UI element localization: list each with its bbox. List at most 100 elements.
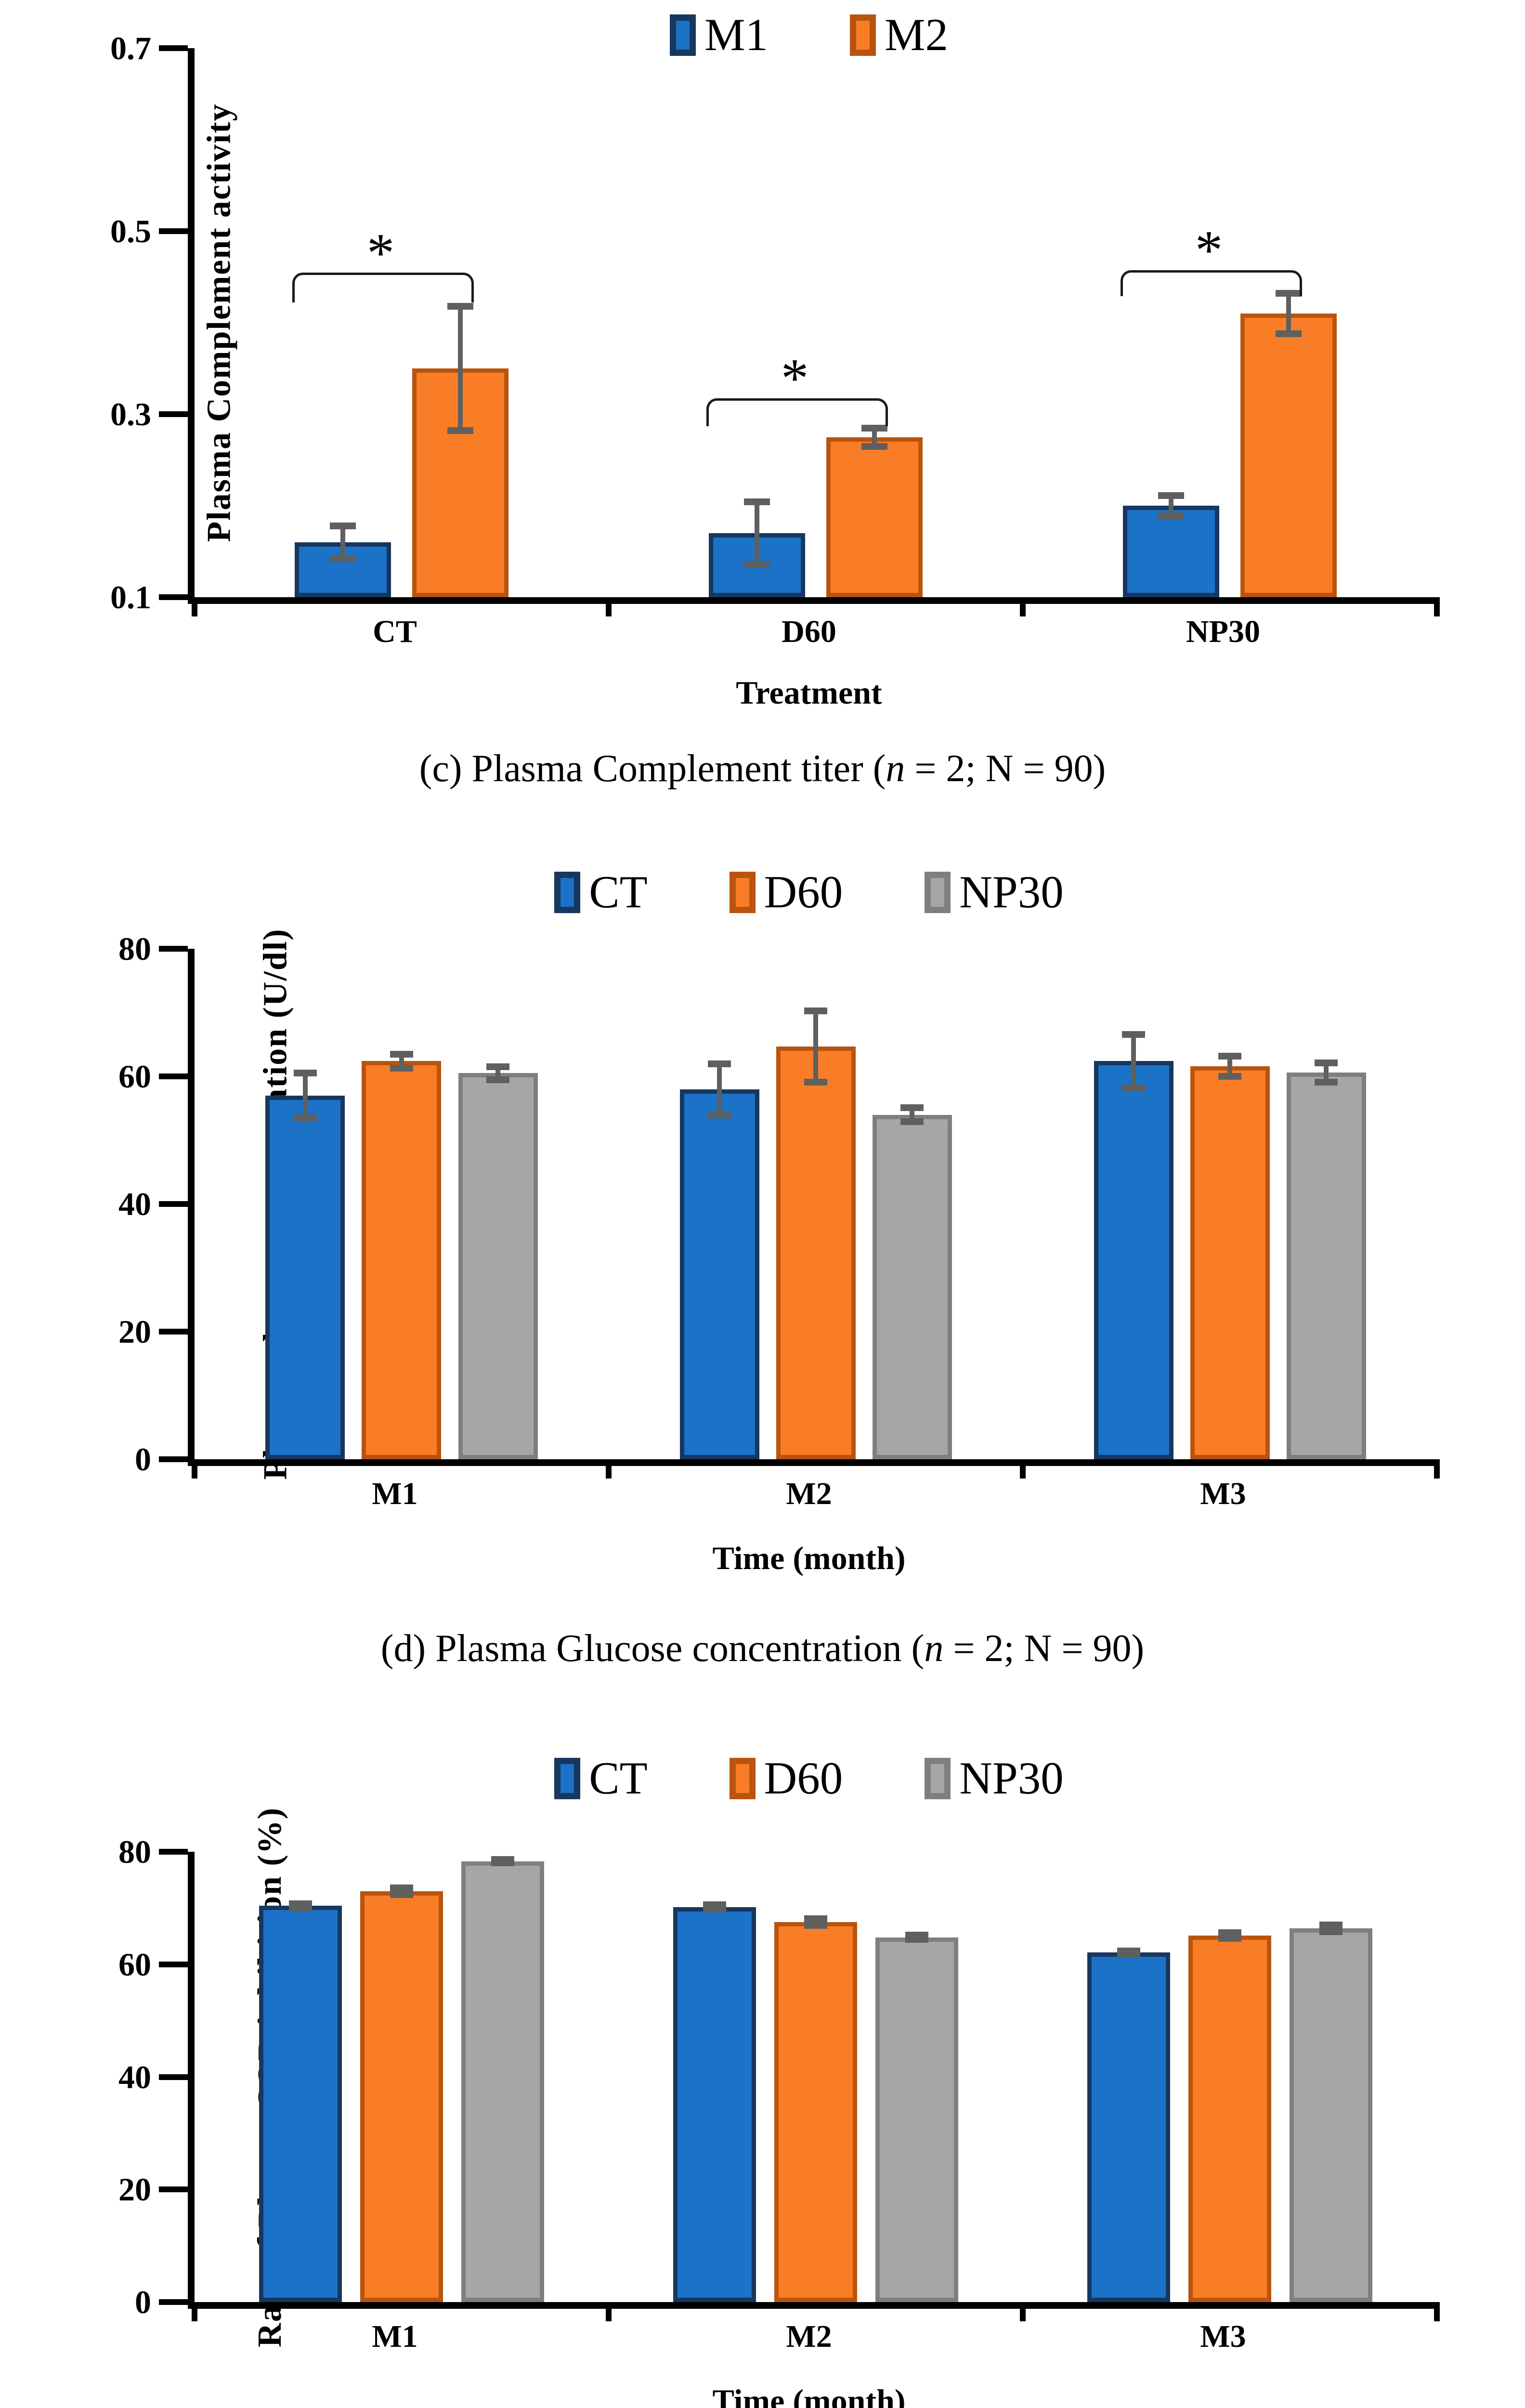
error-bar-cap xyxy=(1319,1928,1343,1935)
legend-swatch-NP30 xyxy=(925,871,951,913)
x-axis-title: Time (month) xyxy=(712,1540,906,1576)
significance-bracket xyxy=(706,398,888,426)
error-bar-cap xyxy=(329,555,356,563)
category-row: M1 M2 M3 xyxy=(188,1475,1430,1518)
x-tick xyxy=(1019,2302,1026,2321)
figure-caption: (d) Plasma Glucose concentration (n = 2;… xyxy=(0,1625,1525,1672)
bar-NP30-M1 xyxy=(461,1861,544,2302)
legend-label: D60 xyxy=(764,866,843,917)
y-tick xyxy=(159,45,188,51)
error-bar-cap xyxy=(1276,330,1302,337)
error-bar-cap xyxy=(1218,1935,1241,1942)
y-tick-label: 80 xyxy=(118,1833,151,1870)
error-bar-cap xyxy=(900,1104,924,1111)
legend-item: D60 xyxy=(729,1753,843,1804)
bar-M1-CT xyxy=(294,542,391,597)
error-bar-cap xyxy=(905,1931,928,1938)
error-bar-cap xyxy=(744,561,770,568)
error-bar xyxy=(458,306,463,431)
significance-bracket xyxy=(292,273,474,303)
y-tick xyxy=(159,1849,188,1855)
error-bar-cap xyxy=(900,1118,924,1125)
legend-label: D60 xyxy=(764,1753,843,1804)
x-tick xyxy=(192,1459,197,1479)
y-tick xyxy=(159,228,188,235)
bar-M2-NP30 xyxy=(1240,314,1337,597)
y-tick-label: 60 xyxy=(118,1058,151,1095)
figure-caption: (c) Plasma Complement titer (n = 2; N = … xyxy=(0,746,1525,792)
error-bar-cap xyxy=(1218,1073,1241,1080)
error-bar-cap xyxy=(861,424,887,432)
legend-item: NP30 xyxy=(925,869,1064,915)
bar-NP30-M2 xyxy=(872,1114,952,1459)
error-bar xyxy=(1227,1056,1232,1076)
y-tick xyxy=(159,1961,188,1967)
error-bar-cap xyxy=(1315,1078,1338,1086)
x-axis-title: Treatment xyxy=(736,674,882,711)
plot-area: 0.1 0.3 0.5 0.7 * * * xyxy=(110,30,1440,616)
error-bar xyxy=(813,1919,818,1926)
legend-item: CT xyxy=(554,869,648,915)
legend-swatch-CT xyxy=(554,871,581,913)
legend-item: M1 xyxy=(670,12,768,58)
y-tick xyxy=(159,1329,188,1335)
bar-NP30-M3 xyxy=(1290,1928,1372,2302)
error-bar-cap xyxy=(804,1915,827,1923)
x-tick xyxy=(1434,597,1440,616)
error-bar-cap xyxy=(703,1901,726,1908)
significance-star: * xyxy=(781,348,809,409)
legend-swatch-M1 xyxy=(670,14,696,56)
y-tick xyxy=(159,2186,188,2193)
error-bar-cap xyxy=(804,1078,827,1086)
bar-NP30-M1 xyxy=(458,1073,538,1459)
y-tick xyxy=(159,1201,188,1207)
plot-area: 0 20 40 60 80 xyxy=(118,1833,1440,2321)
error-bar-cap xyxy=(486,1063,509,1071)
error-bar-cap xyxy=(1158,492,1184,499)
legend-swatch-M2 xyxy=(850,14,876,56)
category-label: M1 xyxy=(372,2319,418,2354)
error-bar-cap xyxy=(390,1884,413,1891)
legend-label: CT xyxy=(589,1753,648,1804)
category-row: CT D60 NP30 xyxy=(188,613,1430,656)
x-tick xyxy=(192,2302,197,2321)
y-tick-label: 40 xyxy=(118,1186,151,1222)
plot-area: 0 20 40 60 80 xyxy=(118,930,1440,1479)
error-bar-cap xyxy=(447,427,473,434)
x-tick xyxy=(605,2302,612,2321)
category-label: M1 xyxy=(372,1476,418,1511)
y-tick-label: 0.3 xyxy=(110,396,151,433)
x-tick xyxy=(1019,597,1026,616)
y-tick-label: 0.1 xyxy=(110,579,151,615)
y-tick xyxy=(159,1456,188,1462)
error-bar-cap xyxy=(1319,1921,1343,1928)
y-tick-label: 20 xyxy=(118,1313,151,1350)
legend-label: M1 xyxy=(704,9,768,60)
legend: CT D60 NP30 xyxy=(188,864,1430,920)
caption-text: (c) Plasma Complement titer ( xyxy=(419,747,886,790)
error-bar xyxy=(813,1010,818,1082)
y-tick-label: 40 xyxy=(118,2058,151,2095)
bar-D60-M2 xyxy=(774,1922,857,2302)
error-bar-cap xyxy=(861,443,887,450)
error-bar-cap xyxy=(491,1856,514,1863)
error-bar xyxy=(910,1107,914,1122)
x-tick xyxy=(1434,2302,1440,2321)
legend-item: CT xyxy=(554,1753,648,1804)
category-label: M2 xyxy=(786,2319,832,2354)
bar-D60-M1 xyxy=(362,1061,442,1459)
error-bar xyxy=(1131,1034,1136,1088)
error-bar-cap xyxy=(329,522,356,529)
x-tick xyxy=(192,597,197,616)
y-tick xyxy=(159,2299,188,2305)
category-label: D60 xyxy=(782,614,836,649)
legend-label: NP30 xyxy=(959,1753,1064,1804)
y-tick-label: 60 xyxy=(118,1946,151,1983)
y-tick-label: 0 xyxy=(135,1441,151,1478)
error-bar xyxy=(302,1073,308,1118)
y-tick xyxy=(159,411,188,418)
y-tick-label: 0 xyxy=(135,2284,151,2320)
